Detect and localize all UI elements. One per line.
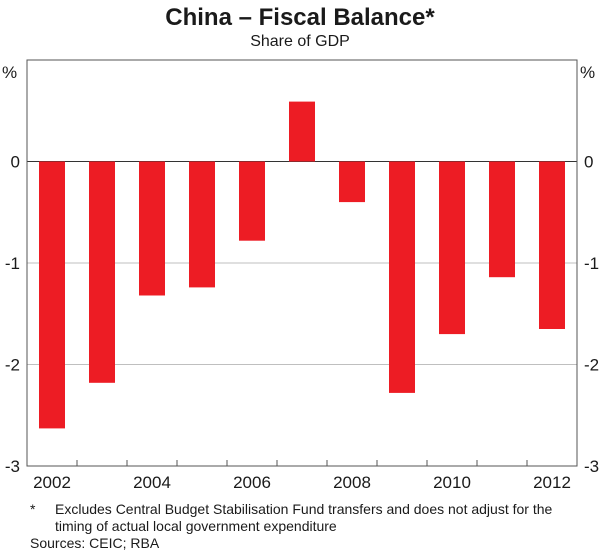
y-tick-label-left: -2 <box>5 356 20 375</box>
y-tick-label-right: -3 <box>584 457 599 476</box>
bar-2002 <box>39 161 65 429</box>
y-tick-label-left: -3 <box>5 457 20 476</box>
bar-2007 <box>289 101 315 162</box>
x-tick-label: 2006 <box>233 473 271 492</box>
bar-2005 <box>189 161 215 288</box>
bar-2012 <box>539 161 565 329</box>
bar-2003 <box>89 161 115 383</box>
y-axis-unit-left: % <box>2 63 17 82</box>
x-tick-label: 2004 <box>133 473 171 492</box>
x-tick-label: 2008 <box>333 473 371 492</box>
chart-svg: 0 0 -1 -1 -2 -2 -3 -3 2002 2004 2006 2008 2010 2012 %… <box>2 59 599 492</box>
y-tick-label-right: -1 <box>584 254 599 273</box>
chart-subtitle: Share of GDP <box>250 33 350 50</box>
bar-2011 <box>489 161 515 278</box>
y-axis-unit-right: % <box>580 63 595 82</box>
bar-2008 <box>339 161 365 203</box>
plot-frame <box>26 59 578 467</box>
chart-title: China – Fiscal Balance* <box>165 4 435 31</box>
x-tick-label: 2012 <box>533 473 571 492</box>
x-tick-label: 2010 <box>433 473 471 492</box>
bar-2010 <box>439 161 465 335</box>
source-note: Sources: CEIC; RBA <box>30 535 160 551</box>
bar-2004 <box>139 161 165 296</box>
y-tick-label-left: -1 <box>5 254 20 273</box>
y-tick-label-right: 0 <box>584 153 593 172</box>
footnote-text: Excludes Central Budget Stabilisation Fu… <box>55 501 553 534</box>
y-tick-label-right: -2 <box>584 356 599 375</box>
x-tick-label: 2002 <box>33 473 71 492</box>
y-tick-label-left: 0 <box>11 153 20 172</box>
bar-2006 <box>239 161 265 241</box>
footnote-marker: * <box>30 501 36 517</box>
bar-2009 <box>389 161 415 393</box>
